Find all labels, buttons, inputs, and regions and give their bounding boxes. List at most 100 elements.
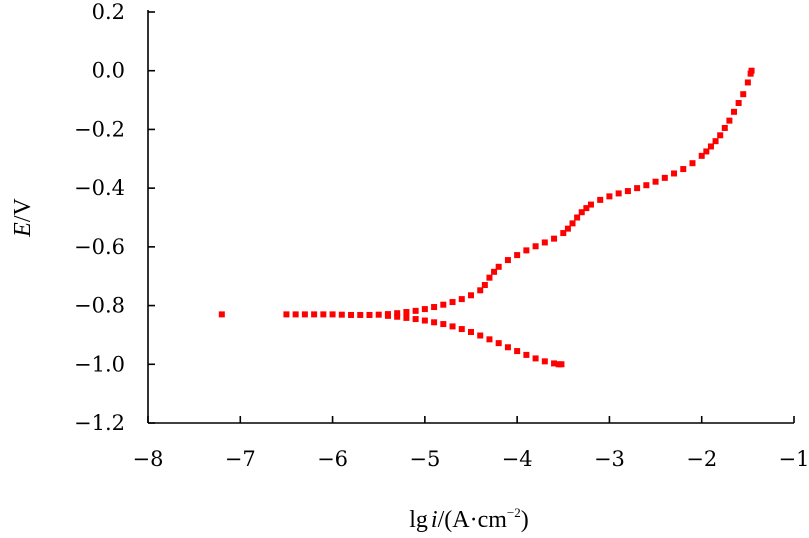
y-tick-label: −0.2	[74, 117, 125, 141]
anodic-branch-point	[311, 311, 318, 318]
y-tick-label: −0.8	[74, 294, 125, 318]
anodic-branch-point	[606, 193, 613, 200]
anodic-branch-point	[735, 100, 742, 107]
anodic-branch-point	[283, 311, 290, 318]
axes	[147, 10, 794, 424]
anodic-branch-point	[301, 311, 308, 318]
y-tick-label: 0.0	[92, 59, 125, 83]
anodic-branch-point	[643, 182, 650, 189]
anodic-branch-point	[731, 108, 738, 115]
anodic-branch-point	[292, 311, 299, 318]
cathodic-branch-point	[504, 344, 511, 351]
anodic-branch-point	[721, 124, 728, 131]
anodic-branch-point	[523, 247, 530, 254]
anodic-branch-point	[440, 301, 447, 308]
cathodic-branch-point	[449, 323, 456, 330]
cathodic-branch-point	[541, 358, 548, 365]
data-points	[218, 67, 755, 368]
anodic-branch-point	[449, 299, 456, 306]
anodic-branch-point	[740, 91, 747, 98]
y-tick-label: 0.2	[92, 0, 125, 24]
cathodic-branch-point	[384, 312, 391, 319]
anodic-branch-point	[698, 152, 705, 159]
anodic-branch-point	[375, 311, 382, 318]
anodic-branch-point	[587, 201, 594, 208]
anodic-branch-point	[468, 292, 474, 299]
anodic-branch-point	[514, 252, 521, 259]
y-tick-label: −0.6	[74, 235, 125, 259]
anodic-branch-point	[680, 166, 687, 173]
anodic-branch-point	[578, 209, 585, 216]
anodic-branch-point	[748, 67, 755, 74]
anodic-branch-point	[707, 143, 714, 150]
anodic-branch-point	[486, 274, 493, 281]
anodic-branch-point	[703, 148, 710, 155]
x-tick-label: −4	[502, 447, 533, 471]
anodic-branch-point	[574, 214, 581, 221]
anodic-branch-point	[541, 239, 548, 246]
anodic-branch-point	[564, 225, 571, 232]
anodic-branch-point	[652, 178, 659, 185]
anodic-branch-point	[491, 268, 498, 275]
cathodic-branch-point	[440, 321, 447, 328]
anodic-branch-point	[421, 306, 428, 313]
anodic-branch-point	[689, 160, 696, 167]
anodic-branch-point	[495, 263, 502, 270]
anodic-branch-point	[717, 132, 724, 139]
cathodic-branch-point	[495, 340, 502, 347]
x-tick-label: −7	[225, 447, 256, 471]
anodic-branch-point	[744, 79, 751, 86]
anodic-branch-point	[661, 174, 668, 181]
y-tick-label: −1.0	[74, 352, 125, 376]
cathodic-branch-point	[477, 332, 484, 339]
y-tick-label: −1.2	[74, 411, 125, 435]
anodic-branch-point	[458, 296, 465, 303]
cathodic-branch-point	[421, 317, 428, 324]
x-axis-title-close: )	[521, 507, 529, 533]
anodic-branch-point	[504, 257, 511, 264]
anodic-branch-point	[560, 230, 567, 237]
cathodic-branch-point	[514, 348, 521, 355]
cathodic-branch-point	[558, 361, 565, 368]
anodic-branch-point	[357, 311, 364, 318]
anodic-branch-point	[477, 287, 484, 294]
x-axis-title-lg: lg	[409, 507, 428, 533]
anodic-branch-point	[481, 282, 488, 289]
anodic-branch-point	[218, 311, 225, 318]
anodic-branch-point	[569, 220, 576, 227]
cathodic-branch-point	[468, 328, 474, 335]
anodic-branch-point	[320, 311, 327, 318]
x-tick-label: −6	[317, 447, 348, 471]
cathodic-branch-point	[532, 355, 539, 362]
x-tick-label: −3	[594, 447, 625, 471]
anodic-branch-point	[583, 205, 590, 212]
anodic-branch-point	[532, 243, 539, 250]
anodic-branch-point	[338, 311, 345, 318]
cathodic-branch-point	[403, 314, 410, 321]
x-axis-title-exponent: −2	[507, 505, 521, 520]
anodic-branch-point	[634, 185, 641, 192]
y-axis-title: E/V	[10, 197, 36, 237]
anodic-branch-point	[551, 235, 558, 242]
anodic-branch-point	[403, 309, 410, 316]
anodic-branch-point	[431, 304, 438, 311]
cathodic-branch-point	[458, 326, 465, 333]
x-axis-title-unit: /(A·cm	[438, 507, 508, 533]
x-axis-title-symbol: i	[431, 507, 438, 533]
x-tick-label: −2	[686, 447, 717, 471]
x-axis-ticks: −8 −7 −6 −5 −4 −3 −2 −1	[133, 416, 809, 471]
y-axis-title-symbol: E	[10, 222, 36, 238]
anodic-branch-point	[329, 311, 336, 318]
anodic-branch-point	[348, 311, 355, 318]
anodic-branch-point	[624, 188, 631, 195]
anodic-branch-point	[394, 310, 401, 317]
x-tick-label: −5	[409, 447, 440, 471]
cathodic-branch-point	[486, 336, 493, 343]
y-axis-title-unit: /V	[10, 197, 36, 222]
anodic-branch-point	[366, 311, 373, 318]
y-axis-ticks: 0.2 0.0 −0.2 −0.4 −0.6 −0.8 −1.0 −1.2	[74, 0, 155, 435]
anodic-branch-point	[671, 170, 678, 177]
anodic-branch-point	[597, 196, 604, 203]
anodic-branch-point	[712, 138, 719, 145]
x-axis-title: lg i/(A·cm−2)	[409, 505, 529, 533]
